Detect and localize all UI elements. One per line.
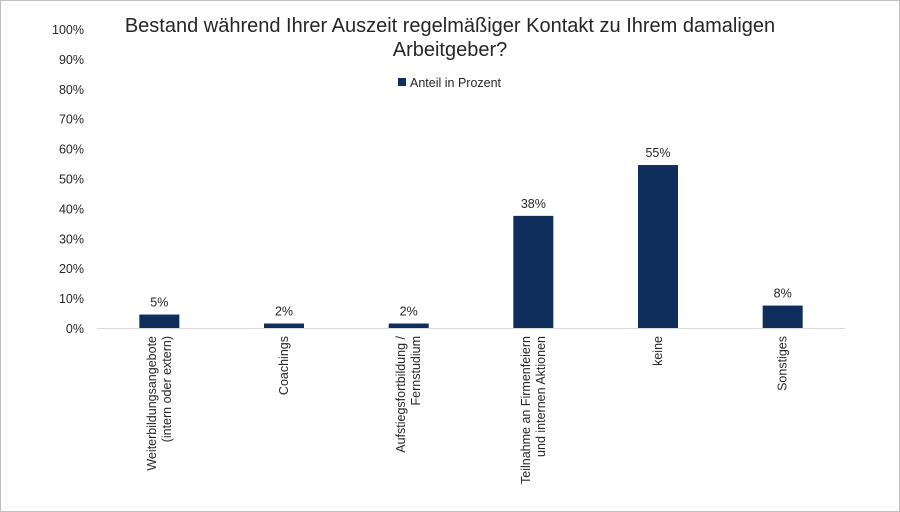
y-tick-label: 100% — [52, 23, 84, 37]
y-tick-label: 70% — [59, 113, 84, 127]
y-tick-label: 50% — [59, 173, 84, 187]
x-category-label: und internen Aktionen — [534, 336, 548, 457]
legend: Anteil in Prozent — [398, 76, 502, 90]
y-tick-label: 60% — [59, 143, 84, 157]
data-label: 5% — [150, 296, 168, 310]
data-label: 8% — [774, 287, 792, 301]
x-category-label: Teilnahme an Firmenfeiern — [519, 336, 533, 484]
x-category-label: Coachings — [277, 336, 291, 395]
y-axis: 0% 10% 20% 30% 40% 50% 60% 70% 80% 90% 100% — [52, 23, 84, 336]
legend-swatch — [398, 78, 406, 86]
legend-label: Anteil in Prozent — [410, 76, 502, 90]
y-tick-label: 20% — [59, 262, 84, 276]
x-category-label: Weiterbildungsangebote — [145, 336, 159, 471]
x-category-label: Sonstiges — [776, 336, 790, 391]
bar — [762, 305, 803, 328]
chart-title: Bestand während Ihrer Auszeit regelmäßig… — [125, 15, 775, 61]
x-category-label: (intern oder extern) — [160, 336, 174, 442]
bar — [264, 323, 304, 328]
x-category-label: Fernstudium — [409, 336, 423, 405]
data-label: 38% — [521, 197, 546, 211]
chart-title-line: Bestand während Ihrer Auszeit regelmäßig… — [125, 15, 775, 37]
x-category-label: Aufstiegsfortbildung / — [394, 335, 408, 452]
data-label: 2% — [275, 305, 293, 319]
data-label: 2% — [400, 305, 418, 319]
y-tick-label: 40% — [59, 202, 84, 216]
bar — [139, 314, 180, 328]
y-tick-label: 10% — [59, 292, 84, 306]
bar — [513, 215, 554, 328]
y-tick-label: 30% — [59, 232, 84, 246]
y-tick-label: 80% — [59, 83, 84, 97]
chart-title-line: Arbeitgeber? — [393, 39, 508, 61]
x-category-label: keine — [651, 336, 665, 366]
bar — [388, 323, 429, 328]
y-tick-label: 90% — [59, 53, 84, 67]
bars: 5% 2% 2% 38% 55% 8% — [139, 146, 803, 328]
data-label: 55% — [645, 146, 670, 160]
x-axis: Weiterbildungsangebote (intern oder exter… — [97, 328, 845, 484]
bar — [638, 165, 678, 328]
y-tick-label: 0% — [66, 322, 84, 336]
